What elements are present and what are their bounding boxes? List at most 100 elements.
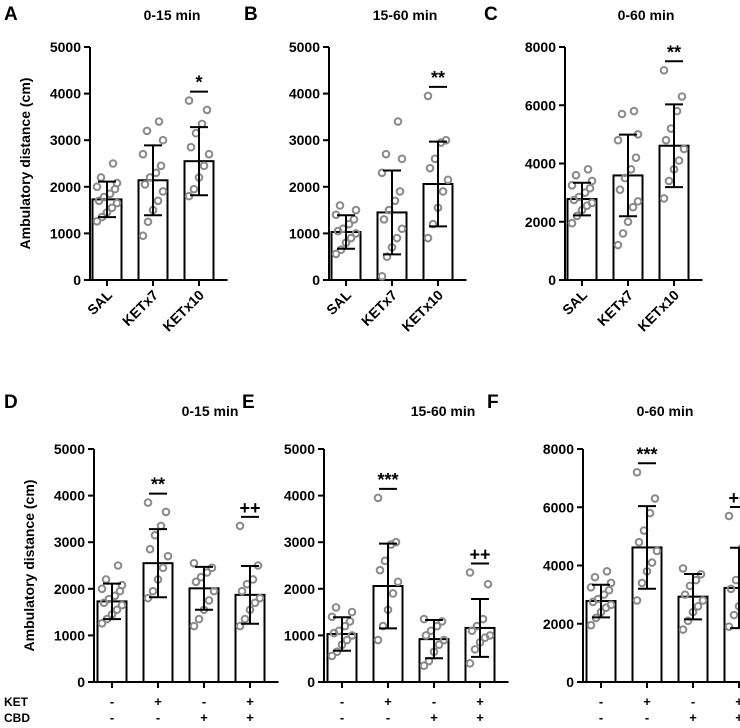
data-point <box>388 589 398 598</box>
y-tick-label: 1000 <box>284 627 315 643</box>
panel-B: B 15-60 min 0 1000 2000 3000 4000 5000 SAL KETx7 *… <box>244 4 467 334</box>
data-point <box>92 216 102 226</box>
data-point <box>613 135 623 145</box>
data-point <box>189 558 199 568</box>
y-tick-label: 2000 <box>54 581 85 597</box>
data-point <box>345 617 355 626</box>
y-tick-label: 3000 <box>50 132 81 148</box>
treatment-sign: - <box>645 710 649 725</box>
panel-letter: E <box>242 392 255 413</box>
y-tick-label: 6000 <box>543 499 574 515</box>
y-tick-label: 3000 <box>284 534 315 550</box>
data-point <box>142 126 152 136</box>
data-point <box>683 616 693 626</box>
data-point <box>397 224 407 234</box>
panel-A: A 0-15 min 0 1000 2000 3000 4000 5000 Ambulatory… <box>4 4 228 334</box>
data-point <box>724 511 734 521</box>
treatment-sign: + <box>476 694 484 709</box>
treatment-sign: + <box>735 694 740 709</box>
data-point <box>437 617 447 626</box>
data-point <box>204 149 214 159</box>
treatment-sign: - <box>110 694 114 709</box>
x-category-label: SAL <box>84 286 115 317</box>
data-point <box>158 187 168 196</box>
y-tick-label: 1000 <box>289 225 320 241</box>
data-point <box>633 197 643 206</box>
data-point <box>186 142 196 152</box>
data-point <box>158 563 168 573</box>
data-point <box>184 96 194 105</box>
data-point <box>628 202 638 212</box>
treatment-sign: + <box>430 710 438 725</box>
significance-marker: ** <box>667 42 681 62</box>
y-tick-label: 0 <box>307 674 315 690</box>
y-tick-label: 1000 <box>50 225 81 241</box>
data-point <box>373 493 383 503</box>
data-point <box>240 614 250 624</box>
data-point <box>423 91 433 101</box>
data-point <box>199 161 209 171</box>
panel-title: 15-60 min <box>411 403 476 419</box>
y-axis-label: Ambulatory distance (cm) <box>21 480 37 652</box>
data-point <box>674 156 684 165</box>
data-point <box>347 631 357 640</box>
panel-E: E 15-60 min010002000300040005000--***+--+… <box>242 392 509 725</box>
data-point <box>485 631 495 640</box>
treatment-sign: - <box>386 710 390 725</box>
treatment-sign: - <box>340 694 344 709</box>
data-point <box>335 201 345 210</box>
data-point <box>659 66 669 75</box>
data-point <box>112 198 122 208</box>
data-point <box>351 205 361 215</box>
y-tick-label: 0 <box>77 674 85 690</box>
data-point <box>235 521 245 531</box>
data-point <box>255 593 265 603</box>
data-point <box>586 620 596 630</box>
data-point <box>678 564 688 573</box>
data-point <box>395 187 405 196</box>
data-point <box>392 233 402 243</box>
data-point <box>631 153 641 162</box>
y-tick-label: 2000 <box>525 214 556 230</box>
treatment-row-label: KET <box>4 695 29 709</box>
data-point <box>637 578 647 588</box>
treatment-sign: + <box>476 710 484 725</box>
data-point <box>342 635 352 645</box>
data-point <box>650 494 660 503</box>
treatment-sign: + <box>735 710 740 725</box>
x-category-label: KETx10 <box>398 287 446 335</box>
data-point <box>377 168 387 178</box>
data-point <box>189 621 199 631</box>
treatment-sign: + <box>384 694 392 709</box>
data-point <box>391 537 401 547</box>
data-point <box>379 215 389 224</box>
panel-letter: A <box>4 4 18 25</box>
treatment-sign: + <box>200 710 208 725</box>
data-point <box>615 185 625 195</box>
data-point <box>419 661 429 670</box>
treatment-sign: - <box>110 710 114 725</box>
data-point <box>443 175 453 185</box>
data-point <box>375 565 385 575</box>
y-tick-label: 0 <box>73 272 81 288</box>
data-point <box>158 135 168 145</box>
data-point <box>632 468 642 477</box>
data-point <box>97 618 107 628</box>
panel-letter: C <box>484 4 498 25</box>
data-point <box>154 117 164 126</box>
data-point <box>148 586 158 596</box>
data-point <box>583 165 593 174</box>
data-point <box>112 605 122 615</box>
panel-C: C 0-60 min 0 2000 4000 6000 8000 SAL KETx7 ** KETx… <box>484 4 703 334</box>
significance-marker: ** <box>151 475 165 495</box>
data-point <box>373 635 383 645</box>
data-point <box>680 590 690 599</box>
panel-title: 0-60 min <box>618 7 675 23</box>
data-point <box>138 149 148 159</box>
x-category-label: SAL <box>323 286 354 317</box>
x-category-label: KETx10 <box>159 287 207 335</box>
data-point <box>194 614 204 624</box>
significance-marker: *** <box>377 470 398 490</box>
bar-ket-cbd <box>723 586 740 684</box>
data-point <box>483 579 493 589</box>
